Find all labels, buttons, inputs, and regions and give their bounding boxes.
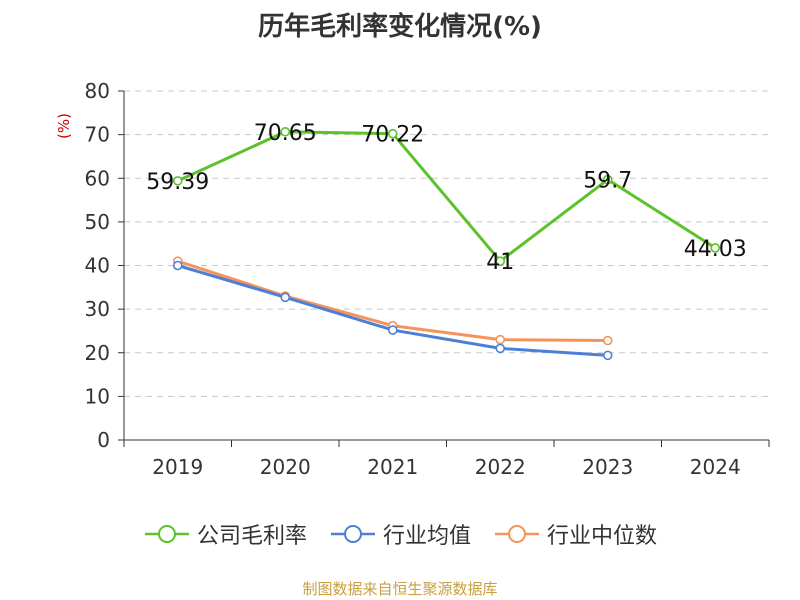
y-tick-label: 80 bbox=[85, 79, 110, 103]
y-tick-label: 40 bbox=[85, 254, 110, 278]
x-tick-label: 2019 bbox=[152, 455, 203, 479]
data-point bbox=[280, 292, 291, 303]
legend-item[interactable]: 公司毛利率 bbox=[143, 518, 307, 550]
data-label: 44.03 bbox=[684, 237, 747, 262]
y-tick-label: 70 bbox=[85, 123, 110, 147]
data-point bbox=[602, 174, 613, 185]
y-axis-label: (%) bbox=[55, 113, 73, 139]
axes: 0 10 20 30 40 50 60 70 80 2019 2020 2021 2022 2023 202… bbox=[85, 79, 770, 479]
data-point bbox=[387, 325, 398, 335]
data-point bbox=[172, 176, 183, 186]
legend-swatch bbox=[144, 525, 189, 543]
x-tick-label: 2022 bbox=[475, 455, 526, 479]
legend-item[interactable]: 行业中位数 bbox=[493, 518, 657, 550]
x-tick-label: 2023 bbox=[582, 455, 633, 479]
grid-lines bbox=[124, 90, 769, 397]
data-labels: 59.39 70.65 70.22 41 59.7 44.03 bbox=[146, 121, 746, 275]
data-point bbox=[602, 350, 613, 361]
y-tick-label: 50 bbox=[85, 210, 110, 234]
legend-swatch bbox=[330, 525, 375, 543]
x-tick-label: 2020 bbox=[260, 455, 311, 479]
y-tick-label: 60 bbox=[85, 166, 110, 190]
data-label: 59.39 bbox=[146, 170, 209, 195]
legend-swatch-marker bbox=[343, 525, 362, 543]
legend: 公司毛利率 行业均值 行业中位数 bbox=[0, 518, 800, 550]
y-tick-label: 0 bbox=[97, 428, 110, 452]
y-tick-label: 20 bbox=[85, 341, 110, 365]
series-line bbox=[177, 264, 608, 357]
x-tick-label: 2021 bbox=[367, 455, 418, 479]
legend-swatch-marker bbox=[508, 525, 526, 543]
legend-label: 行业中位数 bbox=[547, 524, 658, 549]
legend-item[interactable]: 行业均值 bbox=[329, 518, 471, 550]
data-point bbox=[710, 243, 721, 253]
data-point bbox=[172, 260, 183, 271]
legend-label: 行业均值 bbox=[382, 524, 471, 549]
y-tick-label: 10 bbox=[85, 384, 110, 408]
data-point bbox=[602, 335, 613, 346]
data-point bbox=[495, 334, 506, 345]
data-point bbox=[387, 128, 398, 139]
data-label: 59.7 bbox=[583, 169, 632, 194]
series-line bbox=[177, 130, 717, 263]
chart-title: 历年毛利率变化情况(%) bbox=[258, 12, 542, 42]
data-label: 70.22 bbox=[361, 123, 424, 148]
legend-swatch-marker bbox=[157, 525, 176, 543]
legend-label: 公司毛利率 bbox=[196, 524, 307, 549]
source-note: 制图数据来自恒生聚源数据库 bbox=[302, 580, 498, 598]
y-tick-label: 30 bbox=[85, 297, 110, 321]
series-lines bbox=[172, 126, 721, 361]
data-point bbox=[495, 343, 506, 354]
data-point bbox=[495, 256, 506, 266]
data-point bbox=[280, 126, 291, 137]
x-tick-label: 2024 bbox=[690, 455, 741, 479]
data-label: 41 bbox=[486, 250, 514, 275]
legend-swatch bbox=[495, 525, 539, 543]
data-label: 70.65 bbox=[254, 121, 317, 146]
